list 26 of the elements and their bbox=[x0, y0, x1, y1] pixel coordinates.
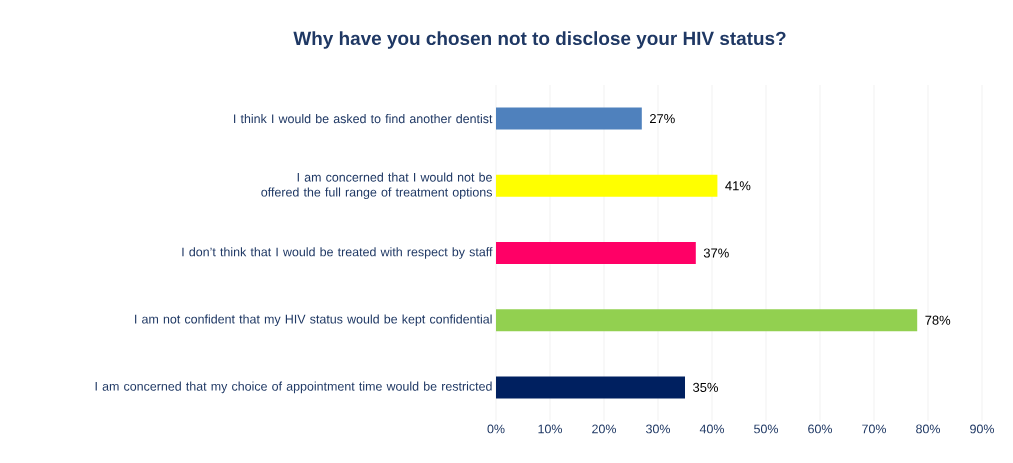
data-label: 35% bbox=[693, 382, 718, 392]
bar bbox=[496, 309, 918, 332]
y-tick-label: I don’t think that I would be treated with respect by staff bbox=[182, 247, 493, 259]
chart-title: Why have you chosen not to disclose your HIV status? bbox=[293, 31, 786, 49]
x-tick-label: 0% bbox=[487, 424, 505, 434]
x-tick-label: 90% bbox=[970, 424, 995, 434]
data-label: 41% bbox=[725, 181, 751, 191]
x-tick-label: 70% bbox=[862, 424, 887, 434]
bar bbox=[496, 376, 686, 399]
x-tick-label: 50% bbox=[754, 424, 779, 434]
x-tick-label: 40% bbox=[699, 424, 725, 434]
data-label: 27% bbox=[649, 114, 675, 124]
y-tick-label: I am concerned that I would not be offered the full range of treatment options bbox=[261, 172, 492, 200]
x-tick-label: 10% bbox=[538, 424, 563, 434]
x-tick-label: 20% bbox=[592, 424, 617, 434]
bar bbox=[496, 241, 696, 264]
x-tick-label: 30% bbox=[646, 424, 671, 434]
y-tick-label: I am not confident that my HIV status would be kept confidential bbox=[135, 314, 492, 326]
y-tick-label: I think I would be asked to find another dentist bbox=[234, 114, 493, 124]
bar bbox=[496, 174, 718, 197]
x-tick-label: 60% bbox=[808, 424, 833, 434]
bar bbox=[496, 107, 642, 130]
y-tick-label: I am concerned that my choice of appointment time would be restricted bbox=[95, 381, 492, 394]
data-label: 78% bbox=[925, 315, 951, 325]
data-label: 37% bbox=[703, 248, 729, 258]
x-tick-label: 80% bbox=[916, 424, 941, 434]
